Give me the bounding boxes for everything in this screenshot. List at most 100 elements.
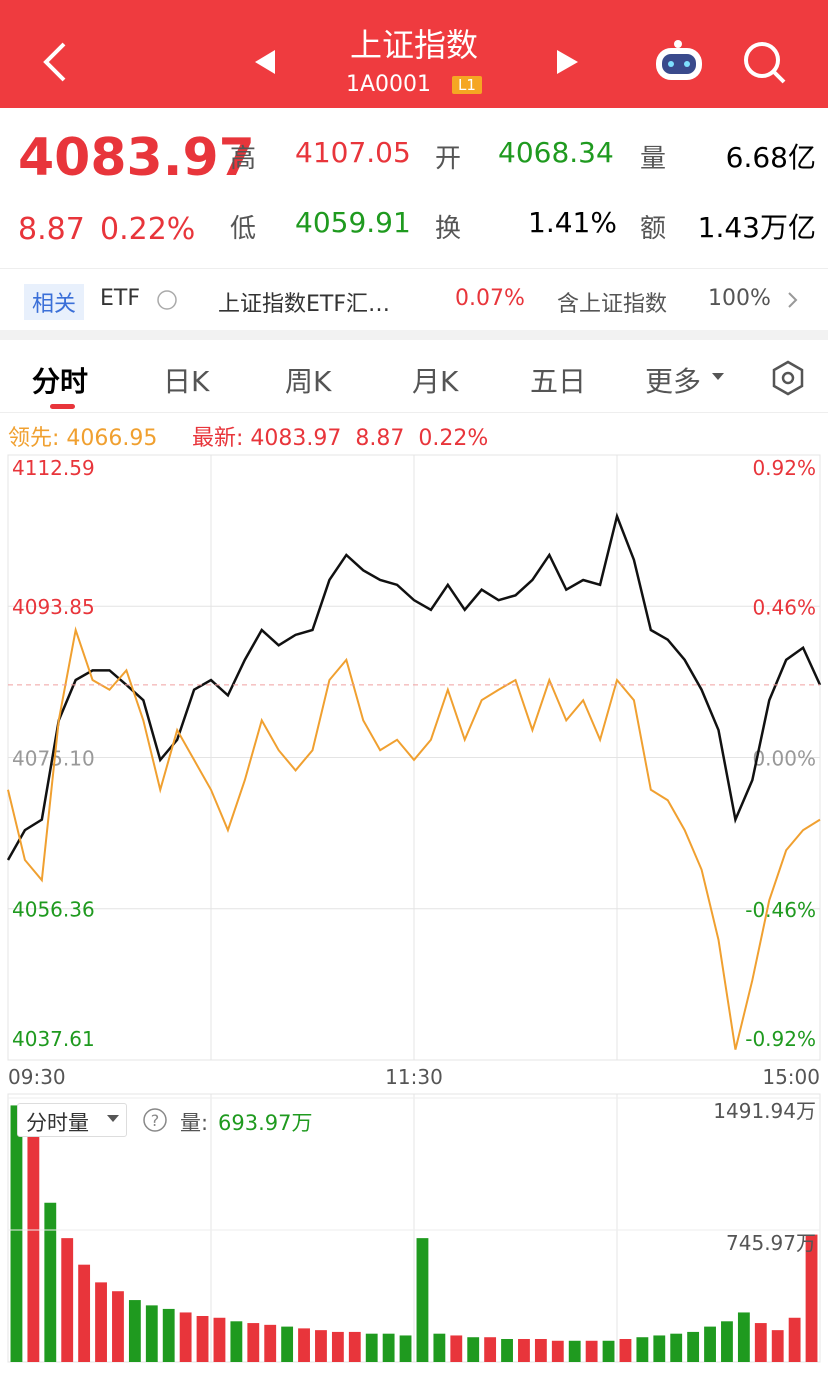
selector-label[interactable]: 分时量 [26,1111,89,1135]
volume-bar [331,1331,344,1362]
volume-bar [95,1282,107,1362]
y2-tick-label: 0.92% [752,456,816,480]
back[interactable] [43,42,66,82]
volume-bar [805,1234,818,1362]
volume-bar [670,1333,683,1362]
legend-lead: 领先: 4066.95 [8,420,157,452]
volume-bar [737,1312,750,1362]
settings[interactable] [770,360,806,396]
value: 1.41% [528,206,617,239]
volume-bar [112,1291,124,1362]
divider [0,412,828,413]
header-icons [43,40,786,84]
value: 4107.05 [295,136,411,169]
etf[interactable]: ETF [100,286,140,311]
change-pct: 0.22% [100,212,196,247]
volume-bar [196,1315,209,1362]
volume-bar [365,1333,378,1362]
volume-bar [551,1340,564,1362]
volume-bar [602,1340,615,1362]
code: 1A0001 [346,72,432,97]
next[interactable] [557,50,578,74]
tab[interactable]: 五日 [530,365,587,398]
volume-bar [788,1317,801,1362]
volume-bar [44,1202,57,1362]
series-line [6,512,822,861]
y-tick-label: 4112.59 [12,456,95,480]
tab[interactable]: 更多 [645,365,702,398]
volume-bar [585,1340,598,1362]
value: 0.22% [418,426,489,451]
volume-bar [450,1335,463,1362]
holding: 含上证指数 [557,292,668,317]
label: 最新: [192,426,244,451]
tab[interactable]: 日K [163,365,210,398]
volume-bar [162,1308,175,1362]
volume-bar [382,1333,395,1362]
search[interactable] [744,42,786,84]
legend-last: 最新: 4083.97 8.87 0.22% [192,420,488,452]
help[interactable] [156,289,178,311]
etf-name[interactable]: 上证指数ETF汇… [218,292,390,317]
volume-bar [771,1330,784,1362]
volume-bar [636,1337,649,1362]
selector[interactable] [17,1103,127,1137]
volume-bar [399,1335,412,1362]
volume-bar [416,1238,429,1362]
y2-tick-label: -0.46% [745,898,816,922]
prev[interactable] [255,50,275,74]
robot[interactable] [656,40,702,80]
tab[interactable]: 分时 [32,365,89,398]
svg-text:?: ? [151,1111,160,1130]
volume-bar [619,1338,632,1362]
label: 领先: [8,426,60,451]
volume-bar [501,1338,513,1362]
related-badge: 相关 [24,284,85,320]
caret [107,1115,119,1122]
volume-bar [568,1340,581,1362]
value: 6.68亿 [725,141,816,174]
holding-pct: 100% [708,286,771,311]
label: 开 [435,144,462,174]
title: 上证指数 [349,26,478,64]
y-tick-label: 4037.61 [12,1027,95,1051]
volume-bar [534,1338,547,1362]
vol-label: 量: [180,1111,209,1135]
volume-bar [61,1238,74,1362]
value: 8.87 [355,426,405,451]
y-tick-label: 1491.94万 [713,1099,816,1123]
y2-tick-label: 0.46% [752,595,816,619]
volume-bar [704,1326,716,1362]
volume-bar [247,1323,260,1362]
badge: L1 [452,76,482,94]
volume-bar [128,1300,141,1362]
volume-bar [484,1337,497,1362]
caret [712,373,724,380]
tab[interactable]: 周K [285,365,332,398]
value: 1.43万亿 [697,211,816,244]
label: 高 [230,144,257,174]
chevron[interactable] [786,290,800,310]
y-tick-label: 745.97万 [726,1231,816,1255]
y2-tick-label: 0.00% [752,747,816,771]
volume-bar [315,1330,327,1362]
volume-bar [281,1326,294,1362]
volume-bar [27,1131,40,1362]
volume-bar [518,1338,530,1362]
volume-bar [467,1337,480,1362]
label: 额 [640,214,667,244]
tab[interactable]: 月K [412,365,459,398]
help[interactable]: ? [142,1107,168,1133]
label: 量 [640,144,667,174]
x-tick-label: 15:00 [762,1065,820,1089]
volume-bar [213,1317,226,1362]
volume-bar [653,1335,666,1362]
x-tick-label: 09:30 [8,1065,66,1089]
change: 8.87 [18,212,85,247]
volume-bar [721,1321,733,1362]
value: 4066.95 [66,426,158,451]
label: 低 [230,214,257,244]
volume-bar [264,1324,277,1362]
vol-value: 693.97万 [218,1111,313,1135]
value: 4068.34 [498,136,614,169]
